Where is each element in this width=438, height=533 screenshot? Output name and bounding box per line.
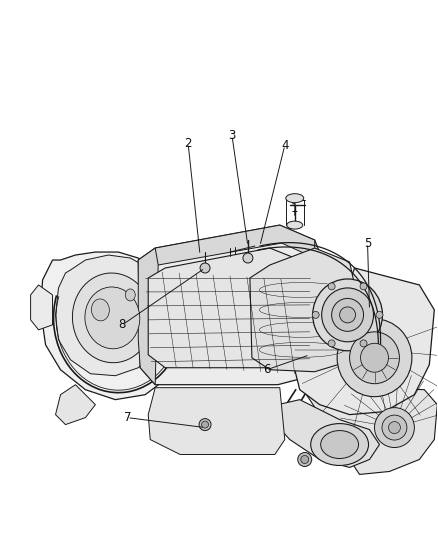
Polygon shape: [270, 400, 379, 467]
Ellipse shape: [389, 422, 400, 433]
Circle shape: [301, 456, 309, 464]
Circle shape: [312, 311, 319, 318]
Ellipse shape: [287, 221, 303, 229]
Text: 7: 7: [124, 411, 131, 424]
Circle shape: [376, 311, 383, 318]
Text: 2: 2: [184, 137, 192, 150]
Ellipse shape: [321, 431, 359, 458]
Polygon shape: [56, 255, 168, 376]
Circle shape: [360, 340, 367, 347]
Text: 5: 5: [364, 237, 371, 249]
Circle shape: [328, 340, 335, 347]
Polygon shape: [155, 225, 314, 265]
Ellipse shape: [311, 424, 368, 465]
Text: 8: 8: [119, 318, 126, 332]
Ellipse shape: [72, 273, 152, 363]
Polygon shape: [148, 248, 305, 368]
Polygon shape: [138, 225, 325, 385]
Circle shape: [328, 283, 335, 290]
Polygon shape: [41, 252, 178, 400]
Ellipse shape: [332, 298, 364, 332]
Ellipse shape: [360, 343, 389, 372]
Circle shape: [200, 263, 210, 273]
Text: 4: 4: [281, 139, 289, 152]
Polygon shape: [300, 385, 437, 474]
Polygon shape: [148, 387, 285, 455]
Polygon shape: [250, 248, 355, 372]
Polygon shape: [31, 285, 53, 330]
Ellipse shape: [350, 332, 399, 384]
Ellipse shape: [321, 288, 374, 342]
Circle shape: [199, 418, 211, 431]
Circle shape: [298, 453, 312, 466]
Ellipse shape: [286, 193, 304, 203]
Text: 6: 6: [263, 363, 271, 376]
Ellipse shape: [339, 307, 356, 323]
Circle shape: [243, 253, 253, 263]
Text: 1: 1: [291, 201, 299, 215]
Circle shape: [201, 421, 208, 428]
Text: 3: 3: [228, 129, 236, 142]
Polygon shape: [56, 385, 95, 425]
Polygon shape: [295, 268, 434, 415]
Polygon shape: [138, 248, 158, 385]
Circle shape: [360, 283, 367, 290]
Ellipse shape: [85, 287, 140, 349]
Ellipse shape: [337, 319, 412, 397]
Ellipse shape: [313, 279, 382, 351]
Ellipse shape: [374, 408, 414, 448]
Ellipse shape: [92, 299, 110, 321]
Ellipse shape: [382, 415, 407, 440]
Ellipse shape: [125, 289, 135, 301]
